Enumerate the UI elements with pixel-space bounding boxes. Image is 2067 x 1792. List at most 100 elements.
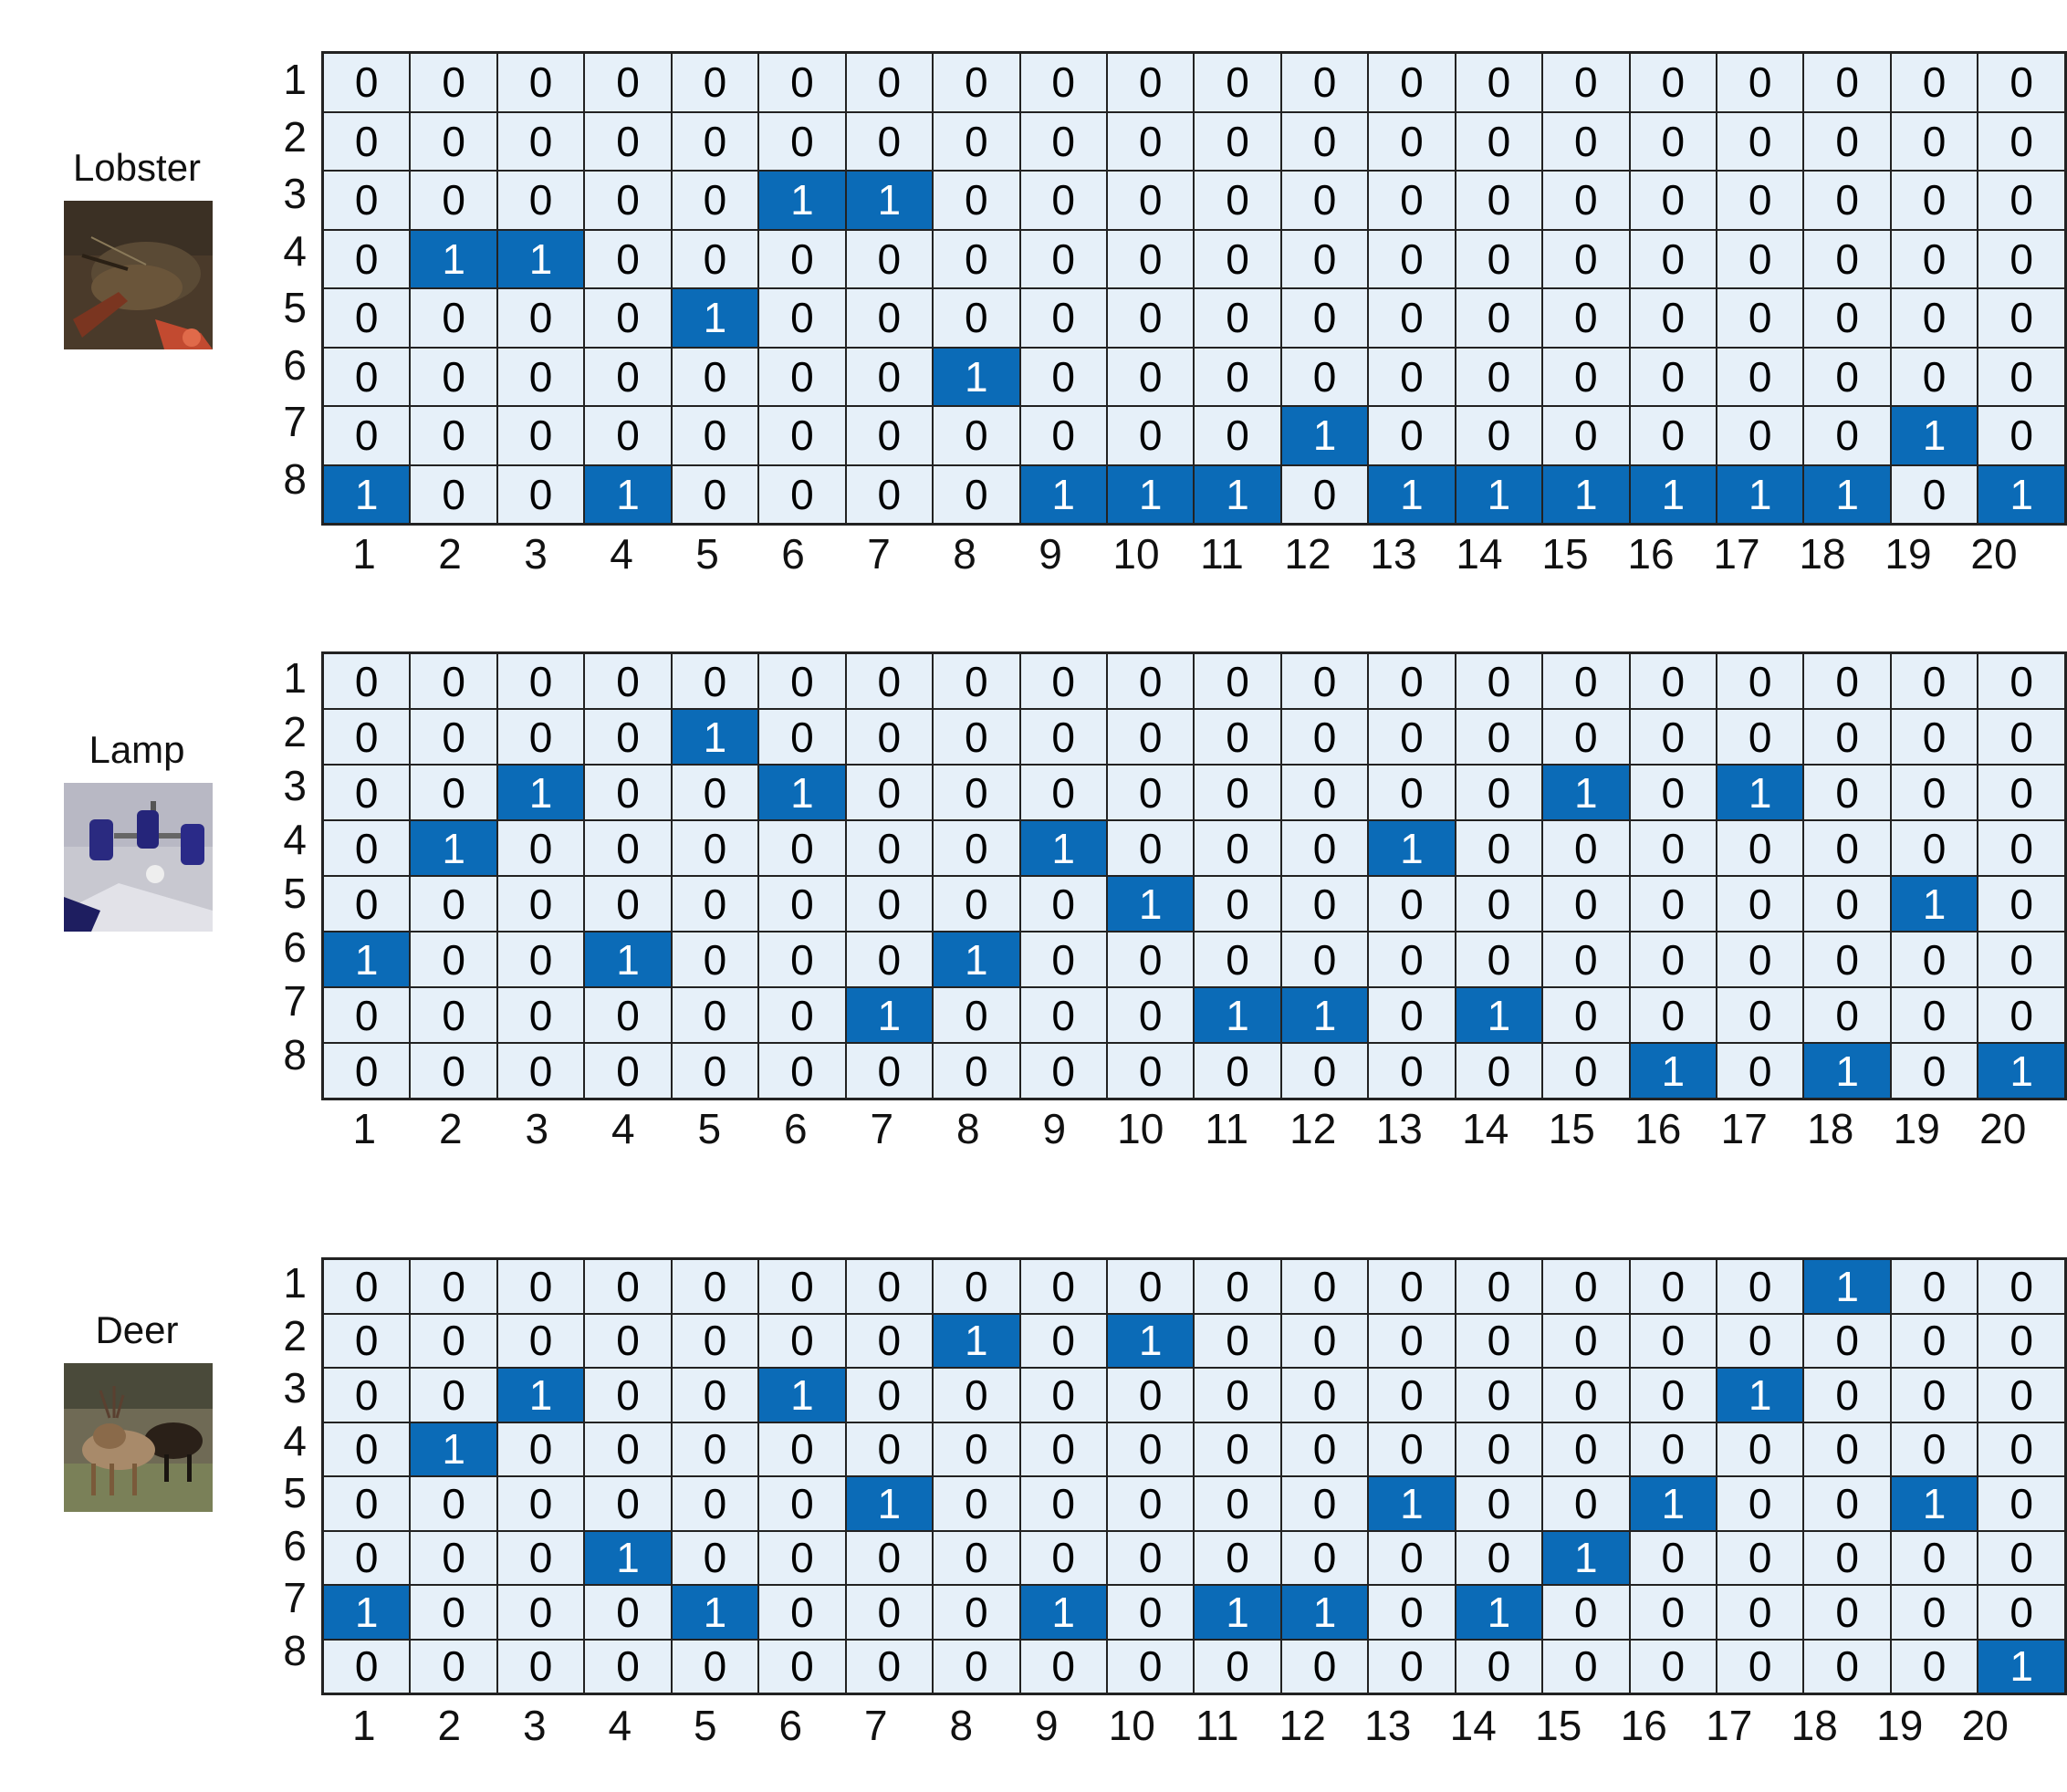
matrix-cell: 0 bbox=[1802, 346, 1892, 407]
matrix-cell: 0 bbox=[1018, 708, 1108, 766]
matrix-cell: 0 bbox=[409, 51, 498, 113]
column-label: 14 bbox=[1456, 530, 1503, 578]
matrix-cell: 0 bbox=[1279, 228, 1370, 289]
column-label: 3 bbox=[522, 1702, 547, 1749]
matrix-cell: 0 bbox=[1802, 1638, 1892, 1695]
matrix-cell: 0 bbox=[757, 1421, 847, 1477]
column-label: 14 bbox=[1449, 1702, 1497, 1749]
matrix-cell: 0 bbox=[583, 875, 673, 932]
row-label: 5 bbox=[283, 284, 307, 331]
matrix-cell: 0 bbox=[1367, 51, 1456, 113]
matrix-cell: 0 bbox=[1454, 931, 1544, 988]
matrix-cell: 1 bbox=[1977, 1638, 2067, 1695]
matrix-cell: 0 bbox=[1367, 931, 1456, 988]
row-label: 6 bbox=[283, 340, 307, 389]
matrix-cell: 0 bbox=[1454, 1638, 1544, 1695]
matrix-cell: 0 bbox=[1105, 346, 1195, 407]
column-label: 6 bbox=[778, 1702, 803, 1749]
matrix-cell: 0 bbox=[321, 287, 412, 349]
matrix-cell: 1 bbox=[1367, 819, 1456, 877]
matrix-cell: 0 bbox=[1628, 1312, 1718, 1369]
matrix-cell: 1 bbox=[1018, 1584, 1108, 1641]
column-label: 2 bbox=[438, 1105, 463, 1152]
matrix-cell: 0 bbox=[496, 405, 586, 466]
matrix-cell: 0 bbox=[1541, 110, 1631, 172]
matrix-cell: 0 bbox=[1454, 1042, 1544, 1100]
column-label: 18 bbox=[1807, 1105, 1854, 1152]
matrix-cell: 0 bbox=[321, 875, 412, 932]
matrix-cell: 0 bbox=[409, 764, 498, 821]
matrix-cell: 0 bbox=[1977, 405, 2067, 466]
matrix-cell: 0 bbox=[1105, 708, 1195, 766]
column-label: 12 bbox=[1279, 1702, 1326, 1749]
matrix-cell: 0 bbox=[583, 764, 673, 821]
matrix-cell: 0 bbox=[496, 819, 586, 877]
matrix-cell: 0 bbox=[1279, 1257, 1370, 1315]
matrix-cell: 0 bbox=[1193, 875, 1282, 932]
matrix-cell: 0 bbox=[321, 764, 412, 821]
matrix-cell: 0 bbox=[409, 346, 498, 407]
matrix-cell: 0 bbox=[321, 1042, 412, 1100]
row-label: 5 bbox=[283, 870, 307, 917]
matrix-cell: 0 bbox=[1628, 931, 1718, 988]
matrix-cell: 0 bbox=[409, 1367, 498, 1423]
matrix-cell: 0 bbox=[1977, 287, 2067, 349]
row-label: 4 bbox=[283, 816, 307, 863]
matrix-cell: 0 bbox=[670, 170, 760, 231]
column-label: 1 bbox=[352, 530, 376, 578]
matrix-cell: 0 bbox=[844, 1584, 934, 1641]
matrix-cell: 0 bbox=[932, 51, 1021, 113]
matrix-cell: 0 bbox=[1018, 1421, 1108, 1477]
matrix-cell: 0 bbox=[1802, 405, 1892, 466]
matrix-cell: 0 bbox=[844, 405, 934, 466]
matrix-cell: 0 bbox=[409, 1475, 498, 1532]
matrix-cell: 0 bbox=[321, 1529, 412, 1586]
matrix-cell: 0 bbox=[932, 464, 1021, 526]
matrix-cell: 0 bbox=[1193, 1042, 1282, 1100]
matrix-cell: 0 bbox=[321, 1312, 412, 1369]
matrix-cell: 0 bbox=[757, 875, 847, 932]
matrix-cell: 0 bbox=[1715, 346, 1805, 407]
row-label: 2 bbox=[283, 708, 307, 755]
matrix-cell: 0 bbox=[1802, 931, 1892, 988]
matrix-cell: 0 bbox=[409, 110, 498, 172]
matrix-cell: 0 bbox=[1802, 1312, 1892, 1369]
column-label: 1 bbox=[352, 1105, 377, 1152]
column-label: 3 bbox=[524, 530, 548, 578]
matrix-cell: 0 bbox=[1367, 1312, 1456, 1369]
matrix-cell: 0 bbox=[932, 1584, 1021, 1641]
matrix-cell: 0 bbox=[1367, 764, 1456, 821]
matrix-cell: 0 bbox=[1279, 464, 1370, 526]
matrix-cell: 0 bbox=[757, 228, 847, 289]
matrix-cell: 1 bbox=[1977, 1042, 2067, 1100]
matrix-cell: 0 bbox=[321, 170, 412, 231]
column-label: 16 bbox=[1634, 1105, 1682, 1152]
matrix-cell: 0 bbox=[1018, 1475, 1108, 1532]
matrix-cell: 0 bbox=[1977, 1257, 2067, 1315]
matrix-cell: 0 bbox=[1802, 1584, 1892, 1641]
matrix-cell: 0 bbox=[1628, 1367, 1718, 1423]
matrix-cell: 0 bbox=[1105, 51, 1195, 113]
matrix-cell: 0 bbox=[1889, 1638, 1979, 1695]
column-label: 20 bbox=[1970, 530, 2018, 578]
row-label: 1 bbox=[283, 56, 307, 103]
matrix-cell: 0 bbox=[1802, 764, 1892, 821]
matrix-cell: 0 bbox=[1715, 405, 1805, 466]
matrix-cell: 0 bbox=[1367, 110, 1456, 172]
matrix-cell: 0 bbox=[1018, 764, 1108, 821]
row-label: 1 bbox=[283, 654, 307, 702]
matrix-cell: 0 bbox=[1715, 110, 1805, 172]
matrix-cell: 0 bbox=[1628, 110, 1718, 172]
matrix-cell: 0 bbox=[1541, 405, 1631, 466]
matrix-cell: 0 bbox=[844, 346, 934, 407]
matrix-cell: 0 bbox=[1105, 405, 1195, 466]
matrix-cell: 0 bbox=[496, 346, 586, 407]
matrix-cell: 0 bbox=[1628, 1529, 1718, 1586]
matrix-cell: 0 bbox=[1105, 1257, 1195, 1315]
matrix-cell: 0 bbox=[844, 1529, 934, 1586]
matrix-cell: 0 bbox=[1715, 1584, 1805, 1641]
